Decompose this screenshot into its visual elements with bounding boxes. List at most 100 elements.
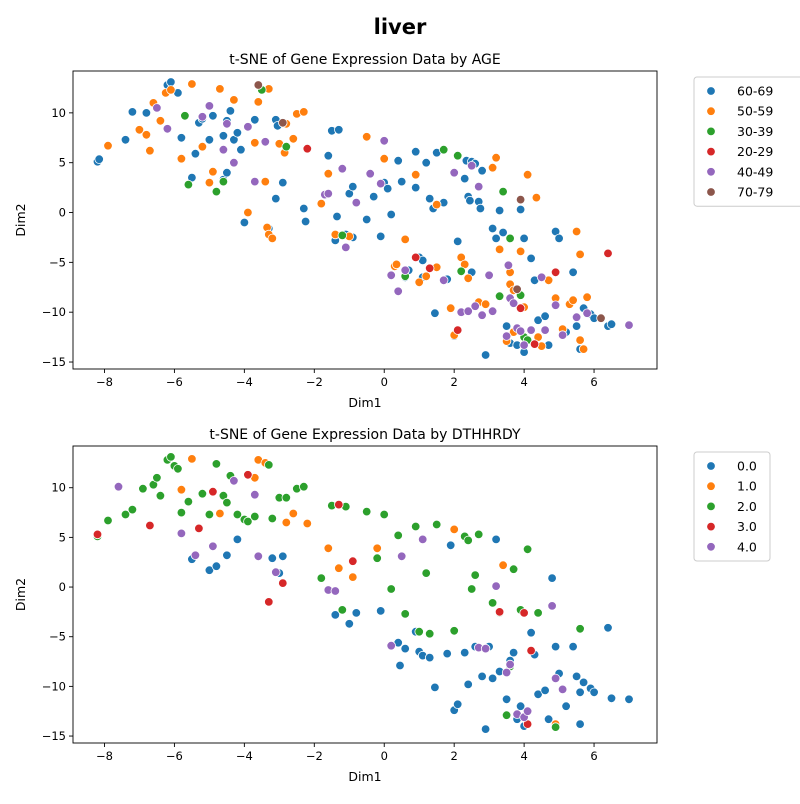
scatter-point xyxy=(449,524,459,535)
legend-marker xyxy=(706,146,716,157)
scatter-point xyxy=(400,609,410,619)
scatter-point xyxy=(568,295,578,305)
scatter-point xyxy=(533,315,543,325)
scatter-point xyxy=(512,284,522,295)
scatter-point xyxy=(463,679,473,690)
scatter-point xyxy=(411,146,421,157)
y-tick-label: 0 xyxy=(59,206,66,220)
scatter-point xyxy=(236,144,246,155)
legend-marker xyxy=(706,481,716,491)
scatter-point xyxy=(323,188,334,199)
scatter-point xyxy=(571,671,582,682)
scatter-point xyxy=(571,321,582,331)
scatter-point xyxy=(503,260,514,271)
scatter-point xyxy=(362,132,372,142)
scatter-point xyxy=(208,111,218,121)
scatter-point xyxy=(138,484,148,494)
scatter-point xyxy=(571,312,582,322)
axes-frame xyxy=(72,445,658,744)
scatter-point xyxy=(222,497,232,508)
scatter-point xyxy=(103,515,113,526)
scatter-point xyxy=(494,291,505,301)
scatter-point xyxy=(400,265,410,276)
scatter-point xyxy=(204,101,215,111)
scatter-point xyxy=(498,186,508,197)
scatter-point xyxy=(173,464,183,474)
x-tick-label: 0 xyxy=(381,749,388,763)
scatter-point xyxy=(501,321,512,331)
scatter-point xyxy=(432,199,442,210)
scatter-point xyxy=(571,226,582,237)
scatter-point xyxy=(533,689,543,700)
scatter-point xyxy=(494,607,505,617)
scatter-point xyxy=(300,216,311,227)
scatter-point xyxy=(176,528,187,539)
scatter-point xyxy=(316,198,327,209)
scatter-point xyxy=(232,509,243,520)
scatter-point xyxy=(515,326,526,336)
scatter-point xyxy=(334,499,344,510)
x-tick-label: −4 xyxy=(236,375,253,389)
scatter-point xyxy=(152,473,162,483)
scatter-point xyxy=(400,643,410,654)
scatter-point xyxy=(491,233,501,244)
x-tick-label: −8 xyxy=(96,749,113,763)
legend-marker xyxy=(706,501,716,512)
scatter-point xyxy=(540,311,550,321)
scatter-point xyxy=(395,660,405,671)
scatter-point xyxy=(491,581,501,591)
scatter-point xyxy=(400,234,410,245)
scatter-point xyxy=(554,233,564,244)
scatter-point xyxy=(271,193,281,204)
scatter-point xyxy=(480,724,491,734)
scatter-point xyxy=(250,490,260,500)
series-70-79 xyxy=(253,80,606,323)
scatter-point xyxy=(152,103,162,113)
scatter-point xyxy=(197,489,208,499)
scatter-point xyxy=(229,95,239,105)
x-tick-label: −6 xyxy=(166,749,183,763)
scatter-point xyxy=(243,516,253,527)
scatter-point xyxy=(337,230,348,241)
legend-frame xyxy=(693,76,800,207)
scatter-point xyxy=(508,564,519,574)
scatter-point xyxy=(351,197,362,208)
scatter-point xyxy=(190,550,201,561)
scatter-point xyxy=(480,350,491,360)
scatter-point xyxy=(267,513,278,524)
scatter-point xyxy=(575,687,585,698)
y-tick-label: 10 xyxy=(51,481,66,495)
scatter-point xyxy=(453,699,463,710)
scatter-point xyxy=(515,303,526,313)
scatter-point xyxy=(393,530,403,541)
scatter-point xyxy=(432,519,442,530)
scatter-point xyxy=(369,191,379,202)
scatter-point xyxy=(550,641,561,652)
scatter-point xyxy=(176,153,187,164)
scatter-point xyxy=(522,706,533,716)
scatter-point xyxy=(526,325,536,335)
scatter-point xyxy=(467,584,477,594)
series-30-39 xyxy=(180,85,533,345)
scatter-point xyxy=(145,520,155,531)
legend-label: 4.0 xyxy=(737,539,757,554)
x-tick-label: 2 xyxy=(451,749,458,763)
scatter-point xyxy=(204,177,215,188)
scatter-point xyxy=(397,551,407,562)
y-tick-label: −15 xyxy=(42,729,66,743)
x-tick-label: 4 xyxy=(520,375,527,389)
scatter-point xyxy=(183,496,194,507)
scatter-point xyxy=(281,493,292,503)
scatter-point xyxy=(501,667,512,678)
scatter-point xyxy=(386,584,396,594)
scatter-point xyxy=(176,133,187,143)
scatter-point xyxy=(379,509,389,520)
y-tick-label: 0 xyxy=(59,580,66,594)
scatter-point xyxy=(208,166,218,177)
scatter-point xyxy=(397,176,407,187)
scatter-point xyxy=(494,244,505,255)
scatter-point xyxy=(465,195,475,206)
scatter-point xyxy=(267,233,278,244)
scatter-point xyxy=(194,523,204,534)
